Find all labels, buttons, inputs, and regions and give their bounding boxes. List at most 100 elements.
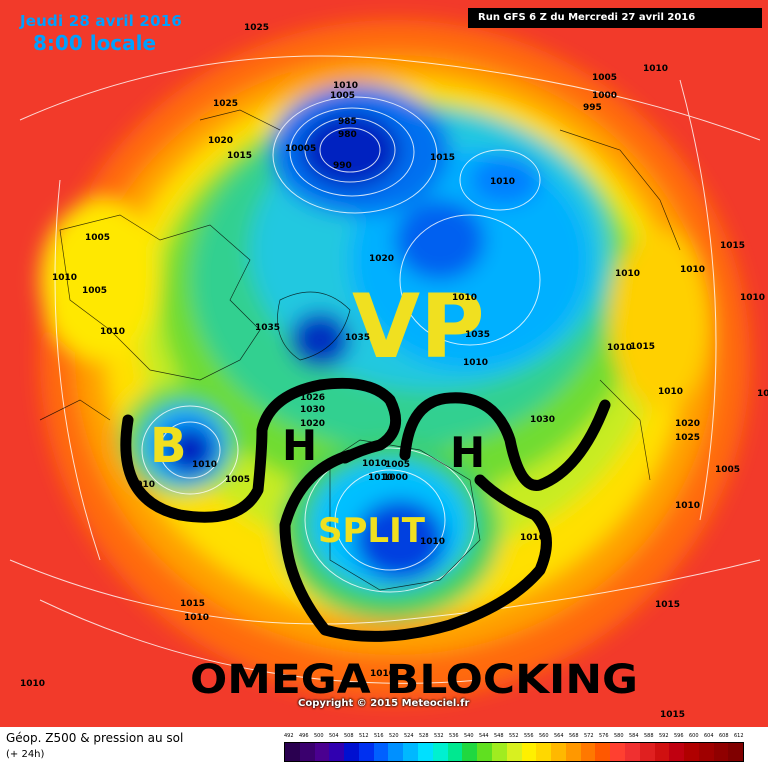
pressure-label: 1005: [592, 73, 617, 83]
legend-swatch: [344, 743, 359, 761]
copyright: Copyright © 2015 Meteociel.fr: [298, 698, 470, 709]
legend-swatch: [329, 743, 345, 761]
pressure-label: 1015: [720, 241, 745, 251]
pressure-label: 1025: [675, 433, 700, 443]
legend-level-label: 588: [644, 733, 654, 739]
legend-level-label: 528: [419, 733, 429, 739]
legend-level-label: 604: [704, 733, 714, 739]
legend-swatch: [713, 743, 729, 761]
legend-swatch: [299, 743, 315, 761]
pressure-label: 1010: [607, 343, 632, 353]
pressure-label: 1010: [368, 473, 393, 483]
pressure-label: 995: [583, 103, 602, 113]
pressure-label: 1010: [52, 273, 77, 283]
legend-swatch: [462, 743, 478, 761]
pressure-label: 1025: [213, 99, 238, 109]
legend-level-label: 584: [629, 733, 639, 739]
pressure-label: 1010: [100, 327, 125, 337]
h-right-label: H: [450, 428, 485, 477]
legend-swatch: [285, 743, 300, 761]
legend-level-label: 560: [539, 733, 549, 739]
legend-swatch: [373, 743, 389, 761]
omega-outline: [120, 377, 611, 642]
legend-level-label: 592: [659, 733, 669, 739]
geopotential-shading: [40, 20, 750, 700]
pressure-label: 1025: [244, 23, 269, 33]
legend-swatch: [491, 743, 507, 761]
legend-swatch: [432, 743, 448, 761]
ridge-h-right-outline: [399, 392, 611, 491]
pressure-label: 1010: [643, 64, 668, 74]
h-left-label: H: [282, 421, 317, 470]
legend-level-label: 580: [614, 733, 624, 739]
split-label: SPLIT: [318, 511, 426, 551]
legend-level-label: 540: [464, 733, 474, 739]
legend-levels: 492 496 500 504 508 512 516 520 524 528 532 536 540 5…: [284, 733, 744, 739]
legend-level-label: 556: [524, 733, 534, 739]
legend-level-label: 576: [599, 733, 609, 739]
geopotential-map: VP B H H SPLIT OMEGA BLOCKING 1025 1025 10…: [0, 0, 768, 727]
legend-swatch: [314, 743, 330, 761]
pressure-label: 1005: [82, 286, 107, 296]
legend-level-label: 496: [299, 733, 309, 739]
pressure-label: 1020: [675, 419, 700, 429]
pressure-label: 1035: [345, 333, 370, 343]
legend-title: Géop. Z500 & pression au sol: [6, 731, 184, 745]
isobar-lines: [9, 55, 761, 684]
legend-swatch: [595, 743, 611, 761]
legend-swatch: [639, 743, 655, 761]
legend-swatch: [698, 743, 714, 761]
pressure-label: 1005: [385, 460, 410, 470]
pressure-label: 1010: [490, 177, 515, 187]
legend-level-label: 544: [479, 733, 489, 739]
pressure-labels: 1025102510201015101010059859801000599010…: [20, 23, 768, 720]
forecast-time: 8:00 locale: [33, 31, 157, 55]
pressure-label: 1010: [184, 613, 209, 623]
pressure-label: 1030: [530, 415, 555, 425]
pressure-label: 1035: [465, 330, 490, 340]
pressure-label: 10105: [757, 389, 768, 399]
pressure-label: 1010: [615, 269, 640, 279]
legend-swatch: [358, 743, 374, 761]
pressure-label: 1005: [715, 465, 740, 475]
omega-blocking-label: OMEGA BLOCKING: [190, 657, 638, 703]
run-info: Run GFS 6 Z du Mercredi 27 avril 2016: [468, 8, 762, 28]
pressure-label: 1010: [675, 501, 700, 511]
pressure-label: 985: [338, 117, 357, 127]
legend-level-label: 524: [404, 733, 414, 739]
split-outline: [279, 449, 552, 642]
pressure-label: 1010: [463, 358, 488, 368]
trough-b-outline: [120, 377, 402, 523]
legend-level-label: 548: [494, 733, 504, 739]
pressure-label: 1000: [383, 473, 408, 483]
pressure-label: 1015: [660, 710, 685, 720]
pressure-label: 1010: [680, 265, 705, 275]
pressure-label: 1010: [192, 460, 217, 470]
legend-level-label: 572: [584, 733, 594, 739]
legend-swatch: [654, 743, 670, 761]
pressure-label: 1015: [180, 599, 205, 609]
legend-level-label: 532: [434, 733, 444, 739]
legend-swatch: [418, 743, 433, 761]
pressure-label: 1005: [225, 475, 250, 485]
pressure-label: 1000: [592, 91, 617, 101]
legend-swatch: [728, 743, 744, 761]
pressure-label: 10005: [285, 144, 316, 154]
legend-level-label: 516: [374, 733, 384, 739]
legend-swatch: [506, 743, 522, 761]
pressure-label: 980: [338, 130, 357, 140]
legend-level-label: 492: [284, 733, 294, 739]
legend-level-label: 608: [719, 733, 729, 739]
forecast-date: Jeudi 28 avril 2016: [20, 12, 182, 30]
legend-swatch: [551, 743, 566, 761]
legend-level-label: 536: [449, 733, 459, 739]
legend-swatch: [565, 743, 581, 761]
pressure-label: 1020: [369, 254, 394, 264]
legend-color-scale: [284, 742, 744, 762]
pressure-label: 1020: [208, 136, 233, 146]
pressure-label: 1020: [300, 419, 325, 429]
legend-swatch: [536, 743, 552, 761]
legend-swatch: [669, 743, 685, 761]
pressure-label: 1010: [20, 679, 45, 689]
